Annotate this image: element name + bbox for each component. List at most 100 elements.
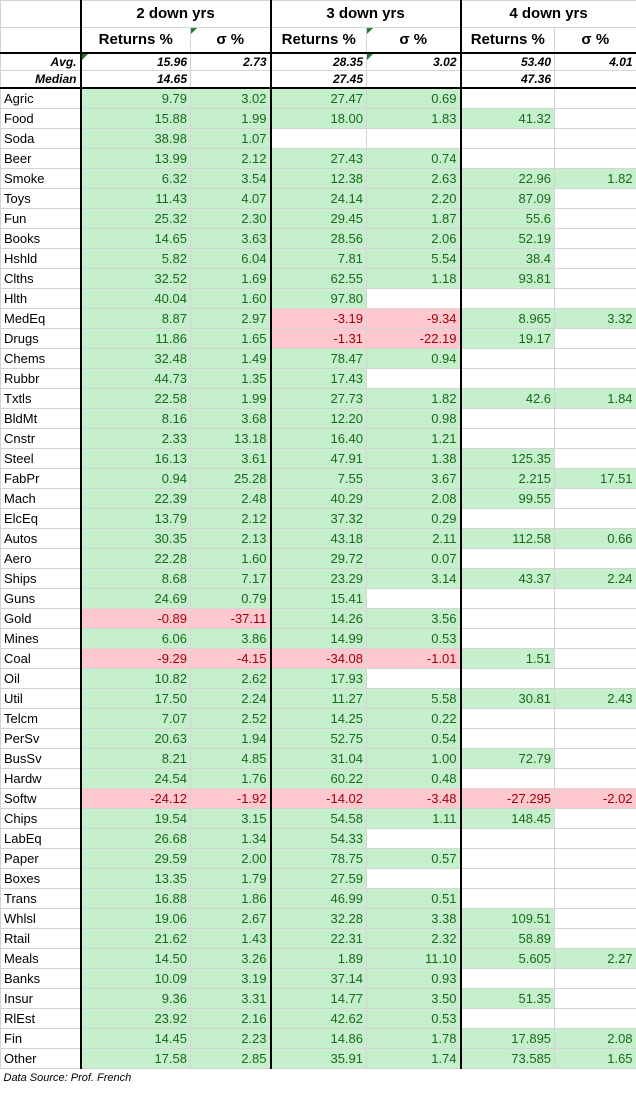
returns-cell[interactable]: 14.65 <box>79 228 191 249</box>
returns-cell[interactable]: 125.35 <box>459 448 556 469</box>
industry-label[interactable]: FabPr <box>0 468 81 489</box>
sigma-cell[interactable]: 2.00 <box>189 848 272 869</box>
returns-cell[interactable]: -9.29 <box>79 648 191 669</box>
returns-cell[interactable] <box>459 548 556 569</box>
sigma-cell[interactable]: 3.86 <box>189 628 272 649</box>
returns-cell[interactable]: 72.79 <box>459 748 556 769</box>
sigma-cell[interactable]: 0.79 <box>189 588 272 609</box>
returns-cell[interactable]: 60.22 <box>269 768 368 789</box>
returns-cell[interactable]: 38.4 <box>459 248 556 269</box>
returns-cell[interactable]: 30.35 <box>79 528 191 549</box>
sigma-cell[interactable] <box>554 628 636 649</box>
sigma-cell[interactable] <box>554 1008 636 1029</box>
sigma-cell[interactable]: 3.26 <box>189 948 272 969</box>
sigma-cell[interactable] <box>554 508 636 529</box>
sigma-cell[interactable] <box>554 428 636 449</box>
sigma-cell[interactable]: 4.07 <box>189 188 272 209</box>
returns-cell[interactable]: 8.16 <box>79 408 191 429</box>
sigma-cell[interactable]: 1.21 <box>366 428 462 449</box>
sigma-cell[interactable] <box>554 888 636 909</box>
col-header-sigma[interactable]: σ % <box>366 27 462 54</box>
returns-cell[interactable]: 15.88 <box>79 108 191 129</box>
returns-cell[interactable]: 12.38 <box>269 168 368 189</box>
returns-cell[interactable]: 26.68 <box>79 828 191 849</box>
industry-label[interactable]: Aero <box>0 548 81 569</box>
sigma-cell[interactable]: 0.22 <box>366 708 462 729</box>
col-header-returns[interactable]: Returns % <box>269 27 368 54</box>
returns-cell[interactable]: 11.86 <box>79 328 191 349</box>
sigma-cell[interactable] <box>554 328 636 349</box>
returns-cell[interactable]: 93.81 <box>459 268 556 289</box>
returns-cell[interactable]: 29.59 <box>79 848 191 869</box>
median-value[interactable] <box>366 70 462 89</box>
sigma-cell[interactable] <box>554 228 636 249</box>
sigma-cell[interactable]: 2.24 <box>554 568 636 589</box>
returns-cell[interactable]: 29.45 <box>269 208 368 229</box>
returns-cell[interactable]: 43.18 <box>269 528 368 549</box>
sigma-cell[interactable]: 0.29 <box>366 508 462 529</box>
sigma-cell[interactable] <box>554 968 636 989</box>
industry-label[interactable]: Autos <box>0 528 81 549</box>
sigma-cell[interactable]: 1.83 <box>366 108 462 129</box>
sigma-cell[interactable] <box>554 408 636 429</box>
sigma-cell[interactable]: 13.18 <box>189 428 272 449</box>
returns-cell[interactable]: -34.08 <box>269 648 368 669</box>
industry-label[interactable]: Beer <box>0 148 81 169</box>
sigma-cell[interactable]: 1.82 <box>554 168 636 189</box>
sigma-cell[interactable]: 1.18 <box>366 268 462 289</box>
sigma-cell[interactable]: 0.07 <box>366 548 462 569</box>
industry-label[interactable]: Gold <box>0 608 81 629</box>
sigma-cell[interactable]: 3.68 <box>189 408 272 429</box>
sigma-cell[interactable]: 2.24 <box>189 688 272 709</box>
sigma-cell[interactable] <box>554 448 636 469</box>
returns-cell[interactable]: 25.32 <box>79 208 191 229</box>
returns-cell[interactable]: 19.06 <box>79 908 191 929</box>
industry-label[interactable]: Mach <box>0 488 81 509</box>
sigma-cell[interactable]: -22.19 <box>366 328 462 349</box>
industry-label[interactable]: Oil <box>0 668 81 689</box>
sigma-cell[interactable] <box>554 148 636 169</box>
industry-label[interactable]: Chems <box>0 348 81 369</box>
sigma-cell[interactable] <box>554 828 636 849</box>
sigma-cell[interactable]: 1.49 <box>189 348 272 369</box>
returns-cell[interactable]: 21.62 <box>79 928 191 949</box>
industry-label[interactable]: ElcEq <box>0 508 81 529</box>
sigma-cell[interactable]: 1.78 <box>366 1028 462 1049</box>
sigma-cell[interactable] <box>554 248 636 269</box>
returns-cell[interactable]: 109.51 <box>459 908 556 929</box>
sigma-cell[interactable]: 0.53 <box>366 628 462 649</box>
sigma-cell[interactable] <box>554 288 636 309</box>
returns-cell[interactable]: 13.79 <box>79 508 191 529</box>
returns-cell[interactable]: 51.35 <box>459 988 556 1009</box>
returns-cell[interactable]: 22.58 <box>79 388 191 409</box>
industry-label[interactable]: Drugs <box>0 328 81 349</box>
returns-cell[interactable]: 24.54 <box>79 768 191 789</box>
sigma-cell[interactable]: 2.12 <box>189 148 272 169</box>
returns-cell[interactable]: 24.14 <box>269 188 368 209</box>
returns-cell[interactable]: 62.55 <box>269 268 368 289</box>
returns-cell[interactable]: -27.295 <box>459 788 556 809</box>
industry-label[interactable]: Coal <box>0 648 81 669</box>
sigma-cell[interactable]: 2.13 <box>189 528 272 549</box>
industry-label[interactable]: Trans <box>0 888 81 909</box>
sigma-cell[interactable]: -1.01 <box>366 648 462 669</box>
returns-cell[interactable]: -3.19 <box>269 308 368 329</box>
sigma-cell[interactable]: 1.38 <box>366 448 462 469</box>
returns-cell[interactable] <box>459 588 556 609</box>
sigma-cell[interactable]: 3.56 <box>366 608 462 629</box>
sigma-cell[interactable] <box>554 808 636 829</box>
sigma-cell[interactable]: 1.86 <box>189 888 272 909</box>
sigma-cell[interactable] <box>554 748 636 769</box>
sigma-cell[interactable]: 2.08 <box>554 1028 636 1049</box>
returns-cell[interactable]: 54.33 <box>269 828 368 849</box>
industry-label[interactable]: Cnstr <box>0 428 81 449</box>
returns-cell[interactable] <box>459 708 556 729</box>
sigma-cell[interactable]: 3.32 <box>554 308 636 329</box>
sigma-cell[interactable]: 2.43 <box>554 688 636 709</box>
returns-cell[interactable]: 30.81 <box>459 688 556 709</box>
sigma-cell[interactable] <box>554 208 636 229</box>
returns-cell[interactable]: 9.79 <box>79 87 191 109</box>
industry-label[interactable]: BldMt <box>0 408 81 429</box>
col-header-sigma[interactable]: σ % <box>554 27 636 54</box>
returns-cell[interactable]: 24.69 <box>79 588 191 609</box>
